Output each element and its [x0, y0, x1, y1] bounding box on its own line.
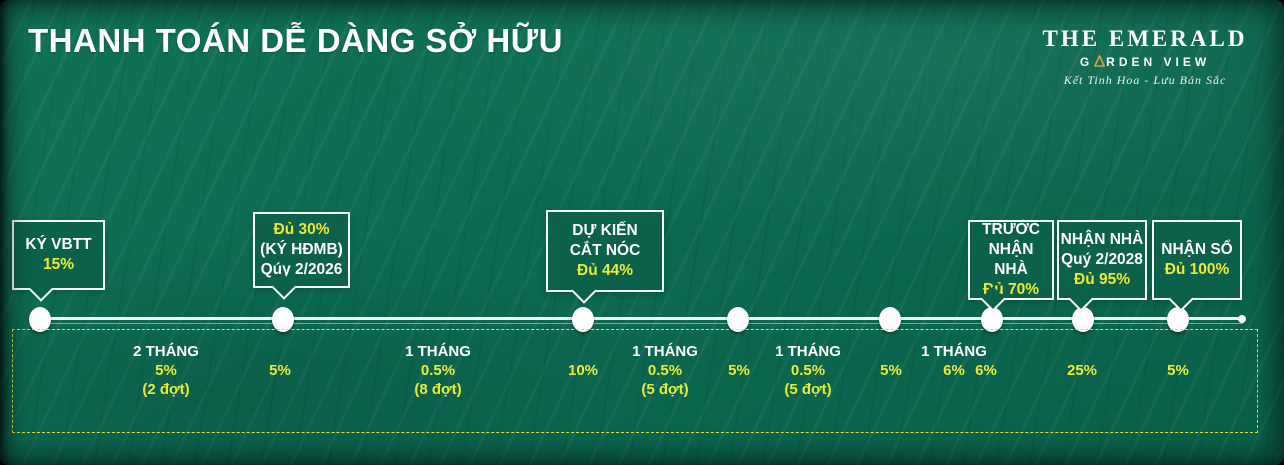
- callout-line: Đủ 95%: [1074, 271, 1130, 288]
- payment-group-1: 2 THÁNG 5% (2 đợt): [91, 342, 241, 399]
- milestone-node-4: [727, 307, 749, 332]
- brand-name: THE EMERALD: [1042, 26, 1248, 51]
- brand-subname-pre: G: [1079, 55, 1094, 69]
- payment-note: (5 đợt): [641, 381, 689, 398]
- payment-value: 10%: [567, 362, 599, 379]
- payment-period: [1103, 342, 1253, 361]
- callout-pointer: [28, 276, 54, 302]
- timeline-end-dot: [1238, 315, 1246, 323]
- payment-value: 6%: [975, 362, 997, 379]
- milestone-node-3: [572, 307, 594, 332]
- milestone-callout-2: Đủ 30% (KÝ HĐMB) Qúy 2/2026: [253, 212, 350, 300]
- payment-group-7: 1 THÁNG 0.5% (5 đợt): [733, 342, 883, 399]
- callout-line: Quý 2/2028: [1061, 251, 1143, 268]
- payment-period: [205, 342, 355, 361]
- callout-line: TRƯỚC: [982, 221, 1040, 238]
- callout-line: CẮT NÓC: [569, 242, 641, 259]
- brand-subname-post: RDEN VIEW: [1106, 55, 1211, 69]
- payment-group-9: 1 THÁNG 6%: [879, 342, 1029, 399]
- milestone-node-1: [29, 307, 51, 332]
- milestone-callout-5: NHẬN NHÀ Quý 2/2028 Đủ 95%: [1057, 220, 1147, 312]
- payment-note: (2 đợt): [142, 381, 190, 398]
- brand-logo: THE EMERALD G RDEN VIEW Kết Tinh Hoa - Lư…: [1035, 26, 1255, 88]
- payment-value: 0.5%: [647, 362, 683, 379]
- milestone-callout-4: TRƯỚC NHẬN NHÀ Đủ 70%: [968, 220, 1054, 312]
- payment-value: 5%: [269, 362, 291, 379]
- milestone-callout-6: NHẬN SỔ Đủ 100%: [1152, 220, 1242, 312]
- milestone-callout-3: DỰ KIẾN CẮT NÓC Đủ 44%: [546, 210, 664, 304]
- brand-subname: G RDEN VIEW: [1035, 55, 1255, 69]
- timeline-line-shadow: [38, 323, 1243, 324]
- callout-pointer: [1068, 286, 1094, 312]
- payment-note: (8 đợt): [414, 381, 462, 398]
- payment-group-3: 1 THÁNG 0.5% (8 đợt): [363, 342, 513, 399]
- payment-value: 5%: [1167, 362, 1189, 379]
- callout-line: NHẬN SỔ: [1161, 241, 1233, 258]
- callout-line: DỰ KIẾN: [572, 222, 638, 239]
- payment-value: 5%: [155, 362, 177, 379]
- payment-value: 5%: [880, 362, 902, 379]
- milestone-node-6: [981, 307, 1003, 332]
- milestone-node-7: [1072, 307, 1094, 332]
- callout-line: Qúy 2/2026: [260, 261, 343, 278]
- payment-group-11: 25%: [1007, 342, 1157, 399]
- callout-pointer: [571, 278, 597, 304]
- callout-line: NHẬN NHÀ: [988, 241, 1034, 278]
- payment-group-6: 5%: [664, 342, 814, 399]
- payment-note: (5 đợt): [784, 381, 832, 398]
- callout-line: Đủ 44%: [577, 262, 633, 279]
- callout-line: KÝ VBTT: [25, 236, 92, 253]
- callout-line: Đủ 30%: [273, 221, 330, 238]
- payment-value: 5%: [728, 362, 750, 379]
- payment-value: 6%: [943, 362, 965, 379]
- payment-group-5: 1 THÁNG 0.5% (5 đợt): [590, 342, 740, 399]
- payment-period: 1 THÁNG: [632, 343, 698, 360]
- payment-group-10: 6%: [911, 342, 1061, 399]
- payment-period: 1 THÁNG: [921, 343, 987, 360]
- timeline-line: [38, 317, 1243, 320]
- payment-period: 1 THÁNG: [775, 343, 841, 360]
- page-title: THANH TOÁN DỄ DÀNG SỞ HỮU: [28, 22, 563, 59]
- milestone-node-8: [1167, 307, 1189, 332]
- payment-group-8: 5%: [816, 342, 966, 399]
- payment-value: 0.5%: [420, 362, 456, 379]
- payment-period: 2 THÁNG: [133, 343, 199, 360]
- payment-value: 25%: [1066, 362, 1098, 379]
- gold-triangle-a-icon: [1094, 55, 1106, 67]
- milestone-callout-1: KÝ VBTT 15%: [12, 220, 105, 302]
- payment-period: 1 THÁNG: [405, 343, 471, 360]
- callout-line: (KÝ HĐMB): [260, 241, 343, 258]
- payment-note: [205, 380, 355, 399]
- payment-note: [1103, 380, 1253, 399]
- payment-group-2: 5%: [205, 342, 355, 399]
- milestone-node-2: [272, 307, 294, 332]
- payment-group-12: 5%: [1103, 342, 1253, 399]
- callout-line: 15%: [42, 256, 75, 273]
- payment-value: 0.5%: [790, 362, 826, 379]
- callout-line: Đủ 100%: [1164, 261, 1230, 278]
- milestone-node-5: [879, 307, 901, 332]
- payment-group-4: 10%: [508, 342, 658, 399]
- payment-schedule-box: [12, 329, 1258, 433]
- callout-line: NHẬN NHÀ: [1060, 231, 1144, 248]
- brand-tagline: Kết Tinh Hoa - Lưu Bản Sắc: [1063, 73, 1227, 87]
